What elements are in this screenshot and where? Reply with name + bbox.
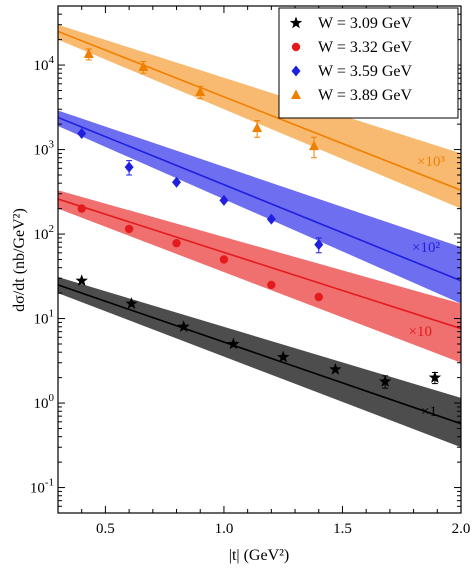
y-tick-label: 101 bbox=[34, 308, 55, 328]
legend-marker-0 bbox=[289, 16, 303, 29]
legend-marker-2 bbox=[291, 65, 301, 77]
data-point-series-1 bbox=[267, 280, 276, 290]
data-point-series-2 bbox=[266, 213, 276, 225]
y-axis-label: dσ/dt (nb/GeV²) bbox=[11, 208, 28, 312]
x-tick-label: 2.0 bbox=[452, 521, 471, 537]
data-point-series-2 bbox=[172, 176, 182, 188]
x-tick-label: 1.0 bbox=[215, 521, 234, 537]
data-point-series-1 bbox=[77, 204, 86, 213]
data-point-series-2 bbox=[77, 127, 87, 139]
scale-label-3: ×10³ bbox=[417, 154, 445, 170]
y-tick-label: 104 bbox=[34, 54, 55, 74]
legend-entry-0: W = 3.09 GeV bbox=[318, 15, 412, 32]
x-tick-label: 1.5 bbox=[333, 521, 352, 537]
fit-line-3 bbox=[58, 30, 461, 191]
fit-lines bbox=[58, 30, 461, 425]
data-point-series-0 bbox=[378, 374, 392, 387]
data-point-series-1 bbox=[219, 255, 229, 264]
y-tick-label: 103 bbox=[34, 139, 55, 159]
data-point-series-0 bbox=[277, 350, 290, 363]
data-point-series-2 bbox=[219, 194, 229, 206]
fit-line-1 bbox=[58, 198, 461, 330]
data-point-series-0 bbox=[329, 362, 342, 375]
data-point-series-2 bbox=[314, 239, 324, 251]
data-point-series-3 bbox=[83, 48, 94, 59]
data-point-series-0 bbox=[227, 337, 240, 350]
data-point-series-3 bbox=[309, 140, 320, 151]
y-tick-label: 100 bbox=[34, 392, 55, 412]
x-axis-label: |t| (GeV²) bbox=[229, 547, 290, 564]
legend-marker-3 bbox=[291, 89, 301, 99]
data-point-series-0 bbox=[177, 320, 190, 333]
fit-line-2 bbox=[58, 116, 461, 282]
data-point-series-3 bbox=[252, 122, 263, 132]
legend-entry-2: W = 3.59 GeV bbox=[318, 63, 412, 80]
legend: W = 3.09 GeV W = 3.32 GeV W = 3.59 GeV W = … bbox=[278, 7, 459, 119]
scale-factor-labels: ×1 ×10 ×10² ×10³ bbox=[409, 154, 446, 420]
scale-label-1: ×10 bbox=[409, 324, 432, 340]
legend-entry-3: W = 3.89 GeV bbox=[318, 87, 412, 104]
axes: 0.5 1.0 1.5 2.0 10-1 100 101 102 103 104 bbox=[30, 5, 471, 537]
data-point-series-3 bbox=[138, 61, 149, 71]
x-tick-label: 0.5 bbox=[96, 521, 115, 537]
data-point-series-1 bbox=[124, 224, 134, 234]
legend-entry-1: W = 3.32 GeV bbox=[318, 39, 412, 56]
data-point-series-0 bbox=[125, 297, 138, 309]
data-point-series-1 bbox=[314, 292, 323, 302]
fit-line-0 bbox=[58, 284, 461, 425]
data-point-series-0 bbox=[75, 274, 88, 287]
data-point-series-2 bbox=[124, 161, 134, 173]
legend-box bbox=[278, 7, 459, 119]
y-tick-label: 10-1 bbox=[30, 477, 54, 497]
data-points bbox=[75, 48, 442, 389]
scale-label-0: ×1 bbox=[421, 404, 437, 420]
uncertainty-band-1 bbox=[58, 190, 461, 363]
data-point-series-0 bbox=[428, 371, 442, 383]
scale-label-2: ×10² bbox=[412, 240, 440, 256]
legend-marker-1 bbox=[291, 42, 301, 52]
data-point-series-1 bbox=[172, 238, 181, 248]
y-tick-label: 102 bbox=[34, 223, 55, 243]
data-point-series-3 bbox=[195, 86, 206, 96]
